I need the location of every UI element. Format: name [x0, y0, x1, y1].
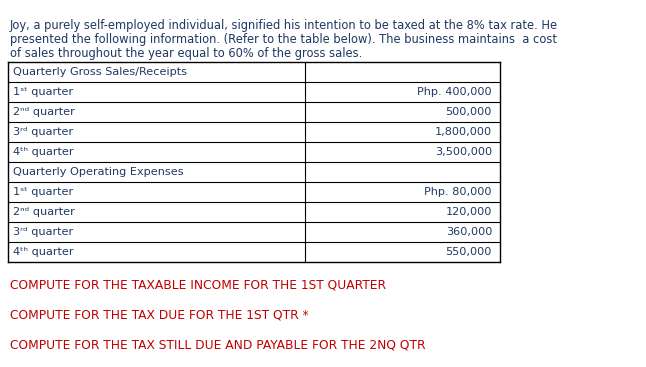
Text: Quarterly Gross Sales/Receipts: Quarterly Gross Sales/Receipts — [13, 67, 187, 77]
Text: 4ᵗʰ quarter: 4ᵗʰ quarter — [13, 147, 74, 157]
Text: 1,800,000: 1,800,000 — [435, 127, 492, 137]
Text: 3ʳᵈ quarter: 3ʳᵈ quarter — [13, 127, 73, 137]
Text: 500,000: 500,000 — [446, 107, 492, 117]
Text: 1ˢᵗ quarter: 1ˢᵗ quarter — [13, 87, 73, 97]
Text: COMPUTE FOR THE TAX STILL DUE AND PAYABLE FOR THE 2NQ QTR: COMPUTE FOR THE TAX STILL DUE AND PAYABL… — [10, 338, 426, 351]
Text: 2ⁿᵈ quarter: 2ⁿᵈ quarter — [13, 107, 75, 117]
Text: Joy, a purely self-employed individual, signified his intention to be taxed at t: Joy, a purely self-employed individual, … — [10, 19, 558, 32]
Text: 360,000: 360,000 — [446, 227, 492, 237]
Text: Quarterly Operating Expenses: Quarterly Operating Expenses — [13, 167, 183, 177]
Text: 550,000: 550,000 — [446, 247, 492, 257]
Text: Php. 80,000: Php. 80,000 — [424, 187, 492, 197]
Text: 1ˢᵗ quarter: 1ˢᵗ quarter — [13, 187, 73, 197]
Text: 3ʳᵈ quarter: 3ʳᵈ quarter — [13, 227, 73, 237]
Text: COMPUTE FOR THE TAXABLE INCOME FOR THE 1ST QUARTER: COMPUTE FOR THE TAXABLE INCOME FOR THE 1… — [10, 278, 386, 291]
Text: 4ᵗʰ quarter: 4ᵗʰ quarter — [13, 247, 74, 257]
Text: presented the following information. (Refer to the table below). The business ma: presented the following information. (Re… — [10, 33, 557, 46]
Text: 2ⁿᵈ quarter: 2ⁿᵈ quarter — [13, 207, 75, 217]
Text: COMPUTE FOR THE TAX DUE FOR THE 1ST QTR *: COMPUTE FOR THE TAX DUE FOR THE 1ST QTR … — [10, 308, 309, 321]
Text: Php. 400,000: Php. 400,000 — [417, 87, 492, 97]
Text: of sales throughout the year equal to 60% of the gross sales.: of sales throughout the year equal to 60… — [10, 47, 362, 60]
Text: 3,500,000: 3,500,000 — [435, 147, 492, 157]
Text: 120,000: 120,000 — [446, 207, 492, 217]
